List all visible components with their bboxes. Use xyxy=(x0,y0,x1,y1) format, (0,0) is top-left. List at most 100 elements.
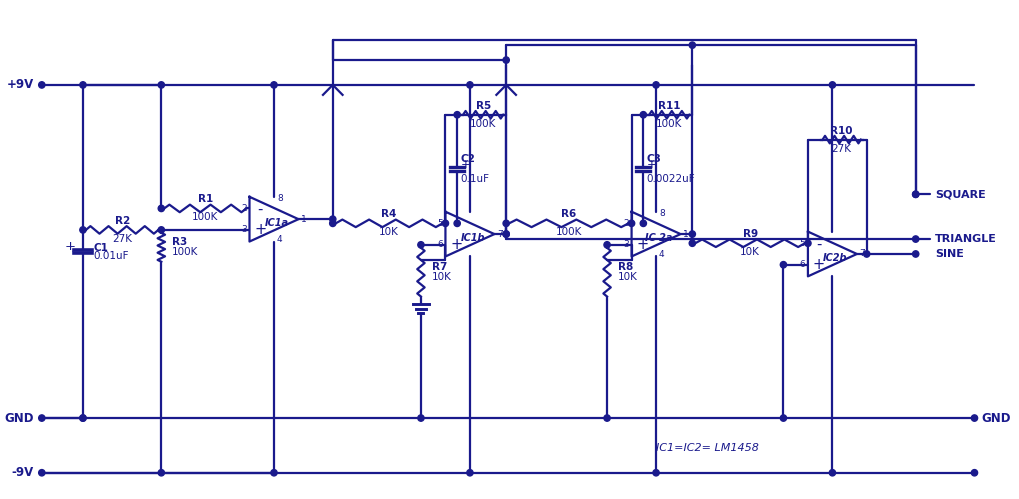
Circle shape xyxy=(912,236,918,242)
Circle shape xyxy=(780,415,786,421)
Text: R3: R3 xyxy=(172,238,187,248)
Circle shape xyxy=(39,470,45,476)
Circle shape xyxy=(271,82,277,88)
Text: 6: 6 xyxy=(437,241,442,250)
Text: TRIANGLE: TRIANGLE xyxy=(934,234,997,244)
Text: -: - xyxy=(258,202,263,217)
Circle shape xyxy=(603,242,609,248)
Circle shape xyxy=(912,191,918,198)
Text: C2: C2 xyxy=(460,154,475,164)
Circle shape xyxy=(970,470,976,476)
Text: 10K: 10K xyxy=(379,228,398,238)
Text: -: - xyxy=(815,237,820,251)
Circle shape xyxy=(158,205,164,212)
Text: R4: R4 xyxy=(381,210,396,220)
Text: +: + xyxy=(449,237,462,251)
Text: GND: GND xyxy=(980,412,1010,425)
Text: C1: C1 xyxy=(94,243,108,252)
Text: -9V: -9V xyxy=(11,466,34,479)
Circle shape xyxy=(79,415,86,421)
Circle shape xyxy=(453,220,460,227)
Text: 0.01uF: 0.01uF xyxy=(94,251,129,261)
Text: +: + xyxy=(812,256,824,271)
Circle shape xyxy=(158,82,164,88)
Text: GND: GND xyxy=(4,412,34,425)
Circle shape xyxy=(628,220,634,227)
Circle shape xyxy=(640,220,646,227)
Text: 27K: 27K xyxy=(112,234,132,244)
Circle shape xyxy=(418,242,424,248)
Circle shape xyxy=(652,82,658,88)
Text: 100K: 100K xyxy=(470,119,496,129)
Text: SINE: SINE xyxy=(934,249,963,259)
Text: 0.1uF: 0.1uF xyxy=(460,174,489,184)
Circle shape xyxy=(828,470,835,476)
Text: 4: 4 xyxy=(276,235,282,244)
Circle shape xyxy=(467,82,473,88)
Text: +: + xyxy=(64,240,75,253)
Text: SQUARE: SQUARE xyxy=(934,189,985,199)
Circle shape xyxy=(39,415,45,421)
Text: R1: R1 xyxy=(198,195,213,205)
Circle shape xyxy=(689,231,695,237)
Text: 7: 7 xyxy=(496,230,502,239)
Circle shape xyxy=(603,415,609,421)
Circle shape xyxy=(442,220,448,227)
Circle shape xyxy=(453,112,460,118)
Text: 100K: 100K xyxy=(555,228,582,238)
Circle shape xyxy=(912,191,918,198)
Text: 10K: 10K xyxy=(740,247,759,257)
Text: 100K: 100K xyxy=(172,248,199,257)
Text: 100K: 100K xyxy=(192,213,218,223)
Circle shape xyxy=(502,57,508,63)
Text: 6: 6 xyxy=(799,260,805,269)
Text: 10K: 10K xyxy=(431,272,451,282)
Text: IC1b: IC1b xyxy=(461,233,485,243)
Text: 3: 3 xyxy=(242,226,247,235)
Text: 7: 7 xyxy=(859,250,864,258)
Text: +: + xyxy=(636,237,648,251)
Text: R8: R8 xyxy=(618,262,633,272)
Text: 1: 1 xyxy=(301,215,307,224)
Text: 5: 5 xyxy=(437,219,442,228)
Circle shape xyxy=(79,227,86,233)
Text: R6: R6 xyxy=(560,210,576,220)
Text: R5: R5 xyxy=(475,101,490,111)
Text: +: + xyxy=(254,222,266,237)
Text: R2: R2 xyxy=(114,216,129,226)
Circle shape xyxy=(912,251,918,257)
Text: 5: 5 xyxy=(799,239,805,248)
Circle shape xyxy=(329,220,335,227)
Text: +: + xyxy=(647,158,656,171)
Circle shape xyxy=(863,251,869,257)
Text: -: - xyxy=(639,217,644,232)
Text: 4: 4 xyxy=(658,250,664,259)
Circle shape xyxy=(271,470,277,476)
Circle shape xyxy=(689,240,695,247)
Text: 1: 1 xyxy=(683,230,688,239)
Circle shape xyxy=(502,231,508,237)
Circle shape xyxy=(652,470,658,476)
Text: 3: 3 xyxy=(623,241,629,250)
Circle shape xyxy=(804,240,810,247)
Text: R9: R9 xyxy=(742,229,757,240)
Text: IC2b: IC2b xyxy=(822,253,847,263)
Circle shape xyxy=(329,216,335,223)
Text: 2: 2 xyxy=(623,219,629,228)
Text: 27K: 27K xyxy=(830,144,851,154)
Text: 10K: 10K xyxy=(618,272,637,282)
Circle shape xyxy=(467,470,473,476)
Circle shape xyxy=(780,261,786,268)
Text: 100K: 100K xyxy=(655,119,682,129)
Circle shape xyxy=(158,227,164,233)
Circle shape xyxy=(502,231,508,237)
Text: 8: 8 xyxy=(276,194,282,203)
Text: +: + xyxy=(461,158,471,171)
Text: -: - xyxy=(453,217,459,232)
Circle shape xyxy=(640,112,646,118)
Text: IC1=IC2= LM1458: IC1=IC2= LM1458 xyxy=(655,443,758,453)
Circle shape xyxy=(39,82,45,88)
Text: IC1a: IC1a xyxy=(265,218,288,228)
Circle shape xyxy=(970,415,976,421)
Circle shape xyxy=(828,82,835,88)
